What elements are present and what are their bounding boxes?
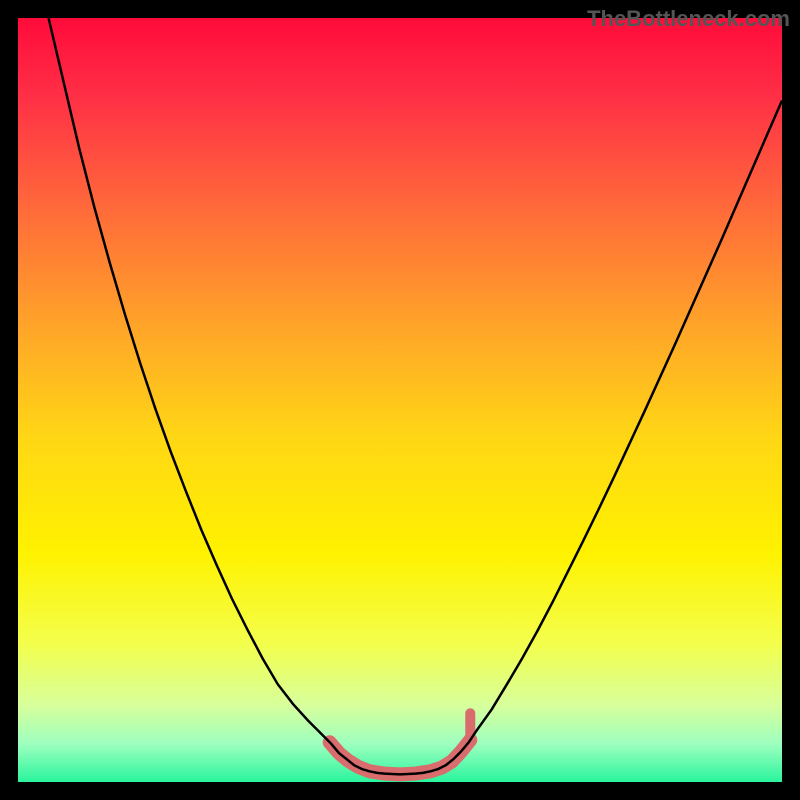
watermark-text: TheBottleneck.com <box>587 6 790 32</box>
chart-area <box>18 18 782 782</box>
bottleneck-chart <box>18 18 782 782</box>
chart-background <box>18 18 782 782</box>
